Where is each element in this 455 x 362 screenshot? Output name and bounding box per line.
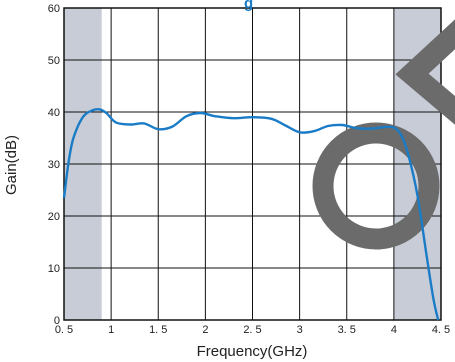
y-axis-label: Gain(dB) xyxy=(3,135,20,195)
x-tick-label: 0. 5 xyxy=(55,324,73,336)
x-tick-label: 4 xyxy=(391,324,397,336)
x-tick-label: 4. 5 xyxy=(432,324,450,336)
x-tick-label: 1. 5 xyxy=(149,324,167,336)
x-axis-label: Frequency(GHz) xyxy=(197,343,308,360)
x-tick-label: 3. 5 xyxy=(338,324,356,336)
overlay-graphics xyxy=(312,19,455,250)
ring-overlay-icon xyxy=(312,122,440,250)
y-tick-label: 50 xyxy=(48,55,60,67)
y-tick-label: 30 xyxy=(48,159,60,171)
x-tick-labels: 0. 5 1 1. 5 2 2. 5 3 3. 5 4 4. 5 xyxy=(55,324,450,336)
series-lines xyxy=(62,107,440,321)
y-tick-label: 10 xyxy=(48,263,60,275)
chevron-overlay-icon xyxy=(395,19,455,125)
chart-title-fragment: g xyxy=(244,0,253,12)
x-tick-label: 2. 5 xyxy=(243,324,261,336)
x-tick-label: 1 xyxy=(108,324,114,336)
series-line-0 xyxy=(62,107,440,321)
y-tick-label: 40 xyxy=(48,107,60,119)
y-tick-label: 60 xyxy=(48,3,60,15)
y-tick-label: 0 xyxy=(54,315,60,327)
grid-lines xyxy=(64,8,441,320)
plot-frame xyxy=(63,7,442,321)
y-tick-labels: 0 10 20 30 40 50 60 xyxy=(48,3,60,327)
y-tick-label: 20 xyxy=(48,211,60,223)
x-tick-label: 3 xyxy=(297,324,303,336)
x-tick-label: 2 xyxy=(202,324,208,336)
